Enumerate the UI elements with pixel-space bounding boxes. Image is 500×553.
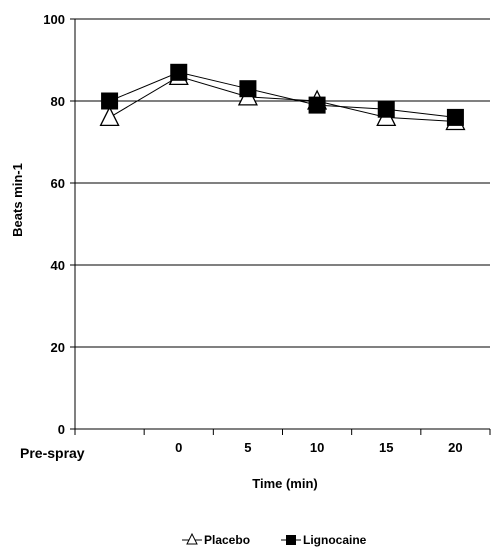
y-tick-label: 100 [43, 12, 65, 27]
y-tick-label: 20 [51, 340, 65, 355]
placebo-point [99, 105, 120, 127]
y-tick-label: 80 [51, 94, 65, 109]
lignocaine-point [377, 100, 395, 118]
lignocaine-point [446, 108, 464, 126]
series-lignocaine [101, 63, 464, 126]
legend-label: Placebo [204, 533, 250, 547]
y-axis-label: Beats min-1 [10, 163, 25, 237]
x-tick-label: 0 [175, 440, 182, 455]
placebo-line [109, 75, 456, 122]
y-tick-label: 0 [58, 422, 65, 437]
lignocaine-point [308, 96, 326, 114]
x-tick-label: Pre-spray [20, 445, 85, 461]
legend: Placebo Lignocaine [182, 532, 367, 547]
axes [74, 19, 490, 430]
y-ticks: 0 20 40 60 80 100 [43, 12, 75, 437]
lignocaine-point [101, 92, 119, 110]
legend-square-marker [286, 535, 296, 545]
legend-label: Lignocaine [303, 533, 367, 547]
x-ticks: Pre-spray 0 5 10 15 20 [20, 429, 491, 461]
x-tick-label: 10 [310, 440, 324, 455]
x-axis-label: Time (min) [252, 476, 318, 491]
lignocaine-point [239, 80, 257, 98]
legend-triangle-marker [186, 532, 198, 545]
x-tick-label: 5 [244, 440, 251, 455]
series-layer [99, 63, 466, 131]
x-tick-label: 15 [379, 440, 393, 455]
legend-item-placebo: Placebo [182, 532, 250, 547]
lignocaine-point [170, 63, 188, 81]
lignocaine-line [109, 71, 456, 118]
y-tick-label: 40 [51, 258, 65, 273]
series-placebo [99, 64, 466, 131]
legend-item-lignocaine: Lignocaine [281, 533, 367, 547]
gridlines [75, 18, 490, 348]
x-tick-label: 20 [448, 440, 462, 455]
y-tick-label: 60 [51, 176, 65, 191]
